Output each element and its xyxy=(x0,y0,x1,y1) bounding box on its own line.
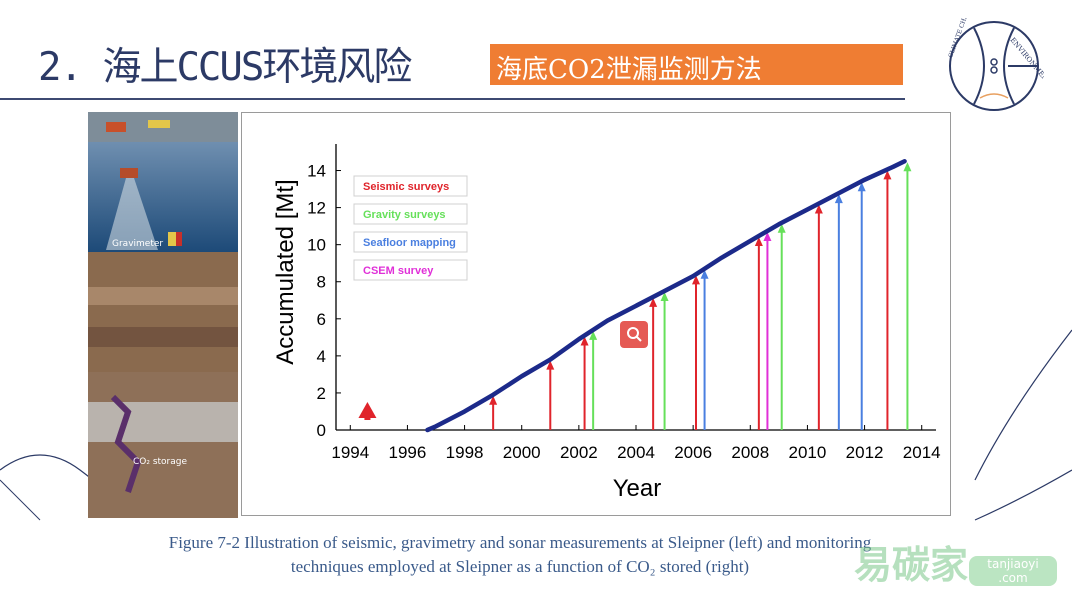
watermark-domain: .com xyxy=(998,571,1028,585)
x-tick-label: 2006 xyxy=(674,443,712,462)
y-tick-label: 12 xyxy=(307,199,326,218)
co2-accumulation-chart: 1994 1996 1998 2000 2002 2004 2006 2008 2010 2012… xyxy=(241,112,951,516)
x-axis-label: Year xyxy=(613,475,662,502)
arrow-head xyxy=(814,204,823,214)
watermark-en: tanjiaoyi xyxy=(987,557,1039,571)
legend-entry: Seafloor mapping xyxy=(363,237,456,249)
survey-arrow xyxy=(580,336,589,430)
survey-arrow xyxy=(546,360,555,430)
survey-arrow xyxy=(489,395,498,430)
figure-caption-line2: techniques employed at Sleipner as a fun… xyxy=(290,557,750,576)
y-tick-label: 4 xyxy=(317,347,326,366)
survey-arrow xyxy=(883,170,892,430)
legend-entry: CSEM survey xyxy=(363,265,434,277)
arrow-head xyxy=(754,236,763,246)
arrow-head xyxy=(580,336,589,346)
x-tick-label: 2002 xyxy=(560,443,598,462)
survey-arrow xyxy=(692,275,700,430)
survey-arrow xyxy=(834,194,843,430)
survey-arrow xyxy=(903,162,912,430)
legend-entry: Gravity surveys xyxy=(363,209,446,221)
y-tick-label: 0 xyxy=(317,421,326,440)
legend-box xyxy=(353,175,468,197)
y-tick-label: 2 xyxy=(317,384,326,403)
watermark-cn: 易碳家 xyxy=(854,543,969,587)
y-axis-label: Accumulated [Mt] xyxy=(272,179,299,364)
arrow-head xyxy=(857,182,866,192)
search-icon xyxy=(627,327,642,342)
legend-box xyxy=(353,203,468,225)
arrow-head xyxy=(692,275,700,285)
arrow-head xyxy=(358,402,377,418)
x-tick-label: 2004 xyxy=(617,443,655,462)
y-tick-label: 8 xyxy=(317,273,326,292)
arrow-head xyxy=(700,269,709,279)
arrow-head xyxy=(777,223,786,233)
x-tick-label: 2014 xyxy=(903,443,941,462)
x-tick-label: 1998 xyxy=(446,443,484,462)
subtitle-banner: 海底CO2泄漏监测方法 xyxy=(490,44,903,85)
x-tick-label: 2000 xyxy=(503,443,541,462)
legend-box xyxy=(353,231,468,253)
environment-logo-icon: ENVIRONMENT CLIMATE CHANG xyxy=(947,18,1044,111)
accumulated-series-line xyxy=(425,159,907,433)
survey-arrow xyxy=(857,182,866,430)
arrow-head xyxy=(903,162,912,172)
sleipner-illustration: Gravimeter CO₂ storage xyxy=(88,112,238,518)
survey-arrow xyxy=(754,236,763,430)
watermark-badge: tanjiaoyi .com xyxy=(969,556,1057,586)
x-tick-label: 1994 xyxy=(331,443,369,462)
survey-arrow xyxy=(660,292,669,430)
survey-arrow xyxy=(589,330,598,430)
survey-arrow xyxy=(777,223,786,430)
header-divider xyxy=(0,98,905,100)
x-tick-label: 2012 xyxy=(846,443,884,462)
survey-arrow xyxy=(700,269,709,430)
y-tick-label: 6 xyxy=(317,310,326,329)
arrow-head xyxy=(763,231,772,241)
arrow-head xyxy=(589,330,598,340)
x-tick-label: 2008 xyxy=(731,443,769,462)
image-search-button[interactable] xyxy=(620,321,648,348)
arrow-head xyxy=(546,360,555,370)
y-tick-label: 14 xyxy=(307,162,326,181)
gravimeter-label: Gravimeter xyxy=(112,239,163,249)
arrow-head xyxy=(883,170,892,180)
co2-storage-label: CO₂ storage xyxy=(133,457,187,467)
survey-arrow xyxy=(763,231,772,430)
subtitle-text: 海底CO2泄漏监测方法 xyxy=(496,55,762,85)
x-tick-label: 2010 xyxy=(789,443,827,462)
arrow-head xyxy=(660,292,669,301)
arrow-head xyxy=(489,395,498,405)
arrow-head xyxy=(834,194,843,204)
y-tick-label: 10 xyxy=(307,236,326,255)
survey-arrow xyxy=(649,297,658,430)
figure-caption-line1: Figure 7-2 Illustration of seismic, grav… xyxy=(168,533,872,552)
survey-arrow xyxy=(358,402,377,420)
page-title: 2. 海上CCUS环境风险 xyxy=(38,45,412,90)
legend-entry: Seismic surveys xyxy=(363,181,449,193)
logo-text-left: CLIMATE CHANG xyxy=(947,18,973,59)
x-tick-label: 1996 xyxy=(389,443,427,462)
legend-box xyxy=(353,259,468,281)
survey-arrow xyxy=(814,204,823,430)
arrow-head xyxy=(649,297,658,307)
